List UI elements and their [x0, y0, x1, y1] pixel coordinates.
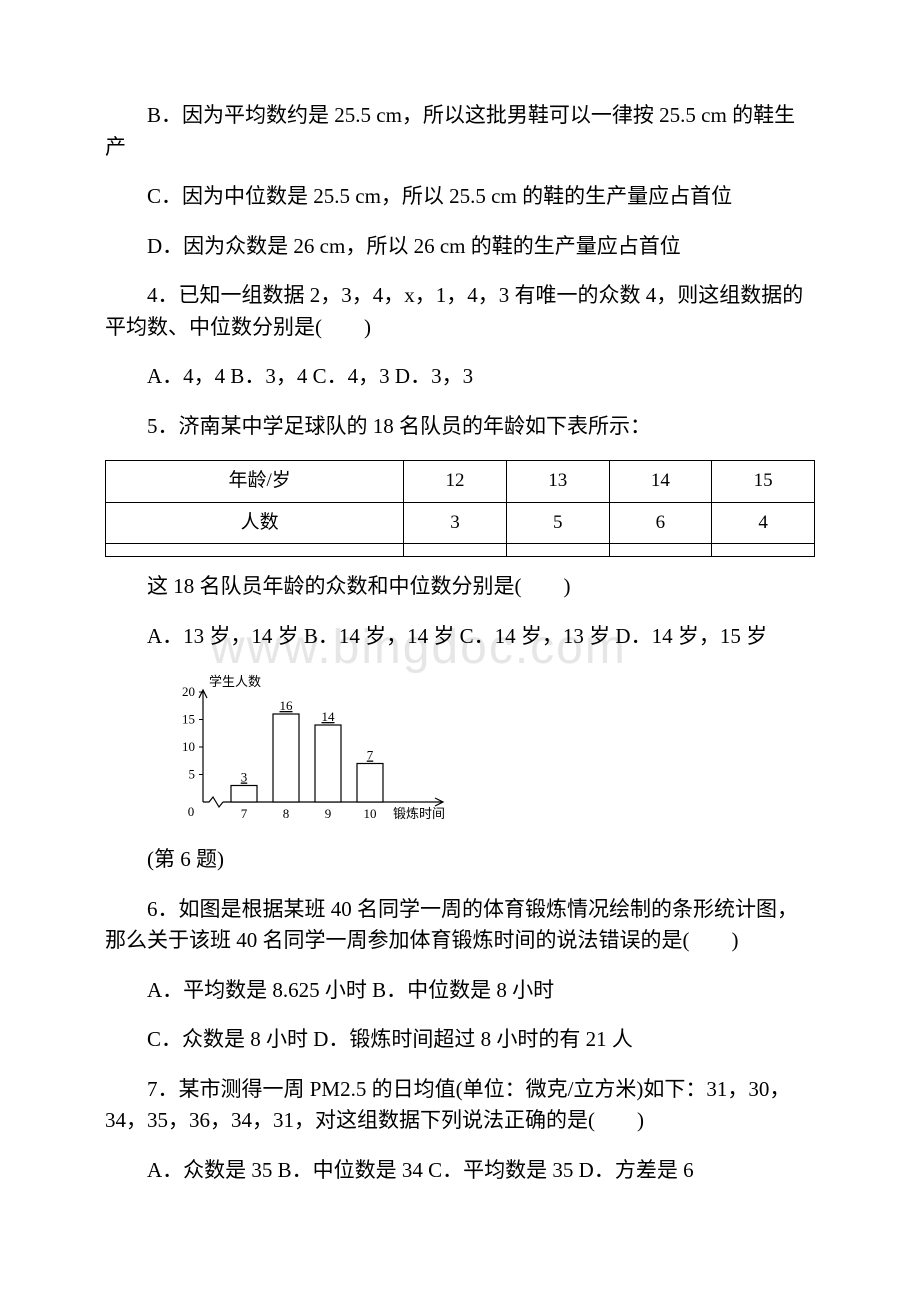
table-row: 年龄/岁 12 13 14 15: [106, 461, 815, 503]
table-cell: 年龄/岁: [106, 461, 404, 503]
table-cell: [106, 544, 404, 557]
table-cell: 3: [404, 502, 507, 544]
table-row: [106, 544, 815, 557]
table-cell: 人数: [106, 502, 404, 544]
q4-stem: 4．已知一组数据 2，3，4，x，1，4，3 有唯一的众数 4，则这组数据的平均…: [105, 280, 815, 343]
q3-option-b: B．因为平均数约是 25.5 cm，所以这批男鞋可以一律按 25.5 cm 的鞋…: [105, 100, 815, 163]
svg-text:7: 7: [241, 806, 248, 821]
svg-text:10: 10: [182, 739, 195, 754]
q6-options-cd: C．众数是 8 小时 D．锻炼时间超过 8 小时的有 21 人: [105, 1024, 815, 1056]
q5-after: 这 18 名队员年龄的众数和中位数分别是( ): [105, 571, 815, 603]
table-cell: [609, 544, 712, 557]
table-cell: 12: [404, 461, 507, 503]
q6-options-ab: A．平均数是 8.625 小时 B．中位数是 8 小时: [105, 975, 815, 1007]
table-row: 人数 3 5 6 4: [106, 502, 815, 544]
svg-text:9: 9: [325, 806, 332, 821]
svg-text:16: 16: [280, 698, 294, 713]
svg-text:20: 20: [182, 684, 195, 699]
svg-text:5: 5: [189, 767, 196, 782]
q6-stem: 6．如图是根据某班 40 名同学一周的体育锻炼情况绘制的条形统计图，那么关于该班…: [105, 894, 815, 957]
q5-stem: 5．济南某中学足球队的 18 名队员的年龄如下表所示：: [105, 411, 815, 443]
table-cell: 15: [712, 461, 815, 503]
q5-options: A．13 岁，14 岁 B．14 岁，14 岁 C．14 岁，13 岁 D．14…: [105, 621, 815, 653]
svg-text:14: 14: [322, 709, 336, 724]
svg-text:7: 7: [367, 748, 374, 763]
table-cell: 6: [609, 502, 712, 544]
table-cell: [506, 544, 609, 557]
svg-text:8: 8: [283, 806, 290, 821]
svg-text:3: 3: [241, 770, 248, 785]
table-cell: 5: [506, 502, 609, 544]
svg-text:学生人数: 学生人数: [209, 674, 261, 689]
q5-table: 年龄/岁 12 13 14 15 人数 3 5 6 4: [105, 460, 815, 557]
q3-option-c: C．因为中位数是 25.5 cm，所以 25.5 cm 的鞋的生产量应占首位: [105, 181, 815, 213]
chart-svg: 学生人数 0 5 10 15 20 3 7 16 8 14 9 7 10 锻炼时间/小时: [165, 670, 445, 830]
q4-options: A．4，4 B．3，4 C．4，3 D．3，3: [105, 361, 815, 393]
svg-text:0: 0: [188, 804, 195, 819]
chart-caption: (第 6 题): [105, 844, 815, 876]
svg-text:15: 15: [182, 712, 195, 727]
document-content: B．因为平均数约是 25.5 cm，所以这批男鞋可以一律按 25.5 cm 的鞋…: [105, 100, 815, 1186]
table-cell: 4: [712, 502, 815, 544]
q7-options: A．众数是 35 B．中位数是 34 C．平均数是 35 D．方差是 6: [105, 1155, 815, 1187]
svg-text:10: 10: [364, 806, 377, 821]
table-cell: 14: [609, 461, 712, 503]
table-cell: [712, 544, 815, 557]
q7-stem: 7．某市测得一周 PM2.5 的日均值(单位：微克/立方米)如下：31，30，3…: [105, 1074, 815, 1137]
q3-option-d: D．因为众数是 26 cm，所以 26 cm 的鞋的生产量应占首位: [105, 231, 815, 263]
table-cell: [404, 544, 507, 557]
bar-chart: 学生人数 0 5 10 15 20 3 7 16 8 14 9 7 10 锻炼时间/小时: [165, 670, 445, 830]
table-cell: 13: [506, 461, 609, 503]
svg-text:锻炼时间/小时: 锻炼时间/小时: [393, 806, 445, 821]
